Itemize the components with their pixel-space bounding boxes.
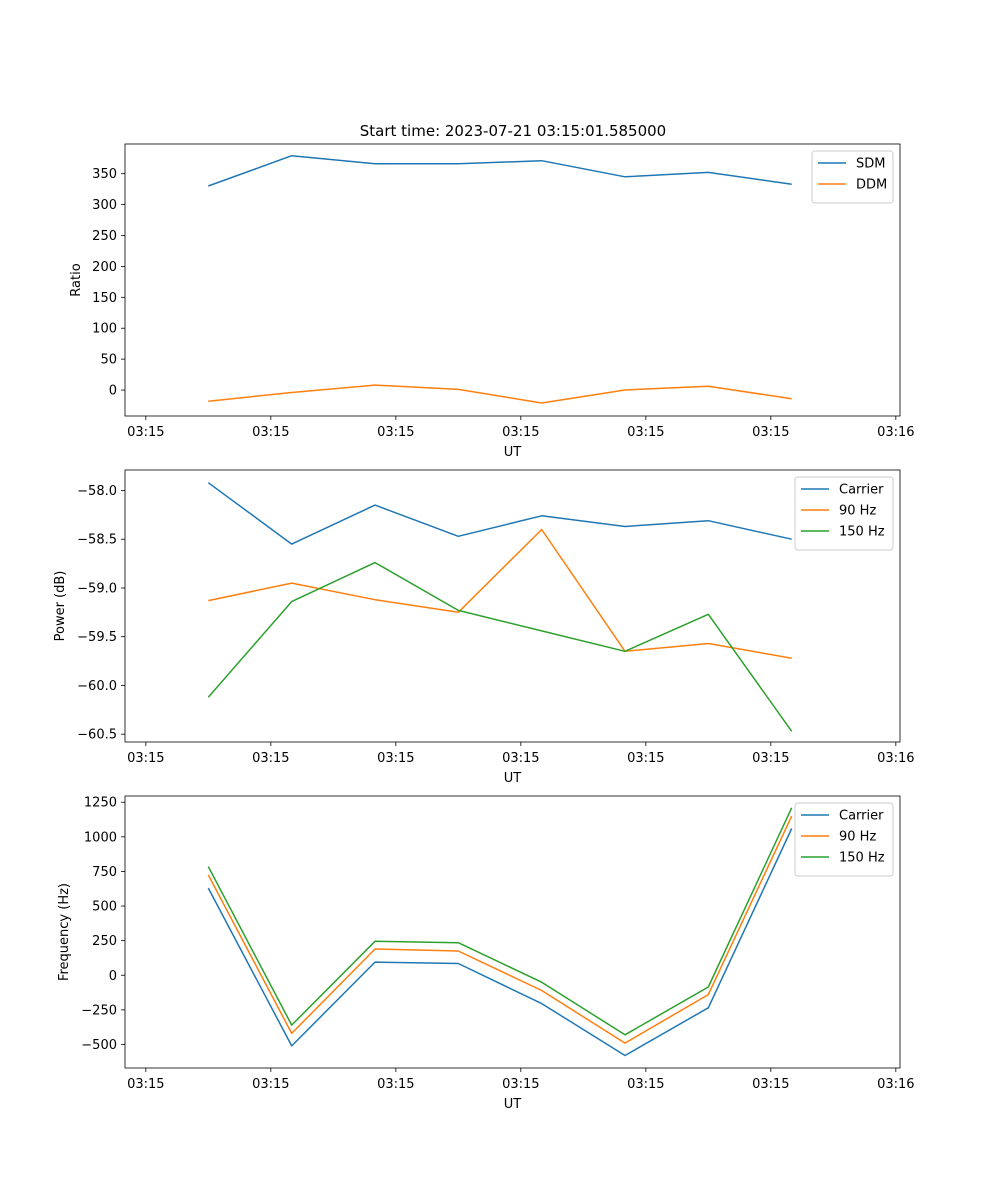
x-tick-label: 03:15 <box>377 751 414 766</box>
x-tick-label: 03:15 <box>502 751 539 766</box>
y-tick-label: 50 <box>100 353 117 368</box>
x-tick-label: 03:15 <box>252 751 289 766</box>
x-tick-label: 03:16 <box>877 1077 914 1092</box>
y-tick-label: 500 <box>92 900 117 915</box>
legend-label: 90 Hz <box>839 504 876 519</box>
axes-frame <box>124 795 901 1069</box>
legend: Carrier 90 Hz 150 Hz <box>794 802 894 877</box>
y-tick-label: 0 <box>109 969 117 984</box>
legend-label: SDM <box>856 157 885 172</box>
x-axis-label: UT <box>504 771 522 786</box>
chart-panel-3: 03:15 03:15 03:15 03:15 03:15 03:15 03:16 −500 −… <box>57 795 915 1112</box>
series-line-carrier <box>207 482 792 545</box>
x-tick-label: 03:15 <box>752 751 789 766</box>
legend-label: Carrier <box>839 483 884 498</box>
x-tick-label: 03:15 <box>627 1077 664 1092</box>
y-tick-label: −59.5 <box>77 630 117 645</box>
series-line-90-hz <box>207 815 793 1044</box>
y-tick-label: 750 <box>92 865 117 880</box>
y-tick-label: 250 <box>92 229 117 244</box>
y-tick-label: 300 <box>92 198 117 213</box>
x-tick-label: 03:15 <box>502 425 539 440</box>
series-line-carrier <box>207 828 793 1057</box>
x-tick-label: 03:15 <box>627 425 664 440</box>
x-tick-label: 03:15 <box>377 425 414 440</box>
legend-label: DDM <box>856 178 887 193</box>
chart-panel-1: 03:15 03:15 03:15 03:15 03:15 03:15 03:16 0 50 10… <box>69 143 915 460</box>
x-tick-label: 03:16 <box>877 751 914 766</box>
series-line-90-hz <box>208 528 792 659</box>
y-axis-label: Ratio <box>69 263 84 296</box>
legend: SDM DDM <box>811 150 894 204</box>
y-tick-label: 200 <box>92 260 117 275</box>
y-tick-label: 350 <box>92 167 117 182</box>
y-tick-label: 1250 <box>84 796 117 811</box>
x-tick-label: 03:15 <box>752 1077 789 1092</box>
x-tick-label: 03:15 <box>127 1077 164 1092</box>
y-tick-label: 150 <box>92 291 117 306</box>
legend-label: 150 Hz <box>839 525 885 540</box>
legend-box <box>811 150 894 204</box>
x-tick-label: 03:15 <box>127 425 164 440</box>
axes-frame <box>124 469 901 743</box>
x-tick-label: 03:15 <box>627 751 664 766</box>
series-line-sdm <box>208 154 792 187</box>
chart-panel-2: 03:15 03:15 03:15 03:15 03:15 03:15 03:16 −58.0… <box>53 469 915 786</box>
axes-frame <box>124 143 901 417</box>
y-tick-label: −500 <box>81 1038 117 1053</box>
y-tick-label: 100 <box>92 322 117 337</box>
plot-panels: 03:15 03:15 03:15 03:15 03:15 03:15 03:16 0 50 10… <box>53 143 915 1112</box>
y-tick-label: 0 <box>109 384 117 399</box>
legend-label: 90 Hz <box>839 830 876 845</box>
series-line-150-hz <box>207 807 793 1036</box>
y-tick-label: −59.0 <box>77 581 117 596</box>
x-tick-label: 03:15 <box>252 425 289 440</box>
x-tick-label: 03:15 <box>752 425 789 440</box>
y-tick-label: 250 <box>92 934 117 949</box>
x-tick-label: 03:15 <box>377 1077 414 1092</box>
y-tick-label: −250 <box>81 1003 117 1018</box>
y-tick-label: −60.5 <box>77 728 117 743</box>
x-axis-label: UT <box>504 1097 522 1112</box>
y-tick-label: −58.0 <box>77 484 117 499</box>
legend-label: 150 Hz <box>839 851 885 866</box>
series-line-150-hz <box>207 561 793 732</box>
x-tick-label: 03:15 <box>502 1077 539 1092</box>
y-tick-label: 1000 <box>84 830 117 845</box>
x-tick-label: 03:15 <box>127 751 164 766</box>
legend-label: Carrier <box>839 809 884 824</box>
legend: Carrier 90 Hz 150 Hz <box>794 476 894 551</box>
x-axis-label: UT <box>504 445 522 460</box>
y-axis-label: Frequency (Hz) <box>57 883 72 981</box>
series-line-ddm <box>208 384 792 404</box>
y-tick-label: −60.0 <box>77 679 117 694</box>
figure-title: Start time: 2023-07-21 03:15:01.585000 <box>360 122 666 140</box>
x-tick-label: 03:15 <box>252 1077 289 1092</box>
y-tick-label: −58.5 <box>77 533 117 548</box>
y-axis-label: Power (dB) <box>53 571 68 642</box>
x-tick-label: 03:16 <box>877 425 914 440</box>
